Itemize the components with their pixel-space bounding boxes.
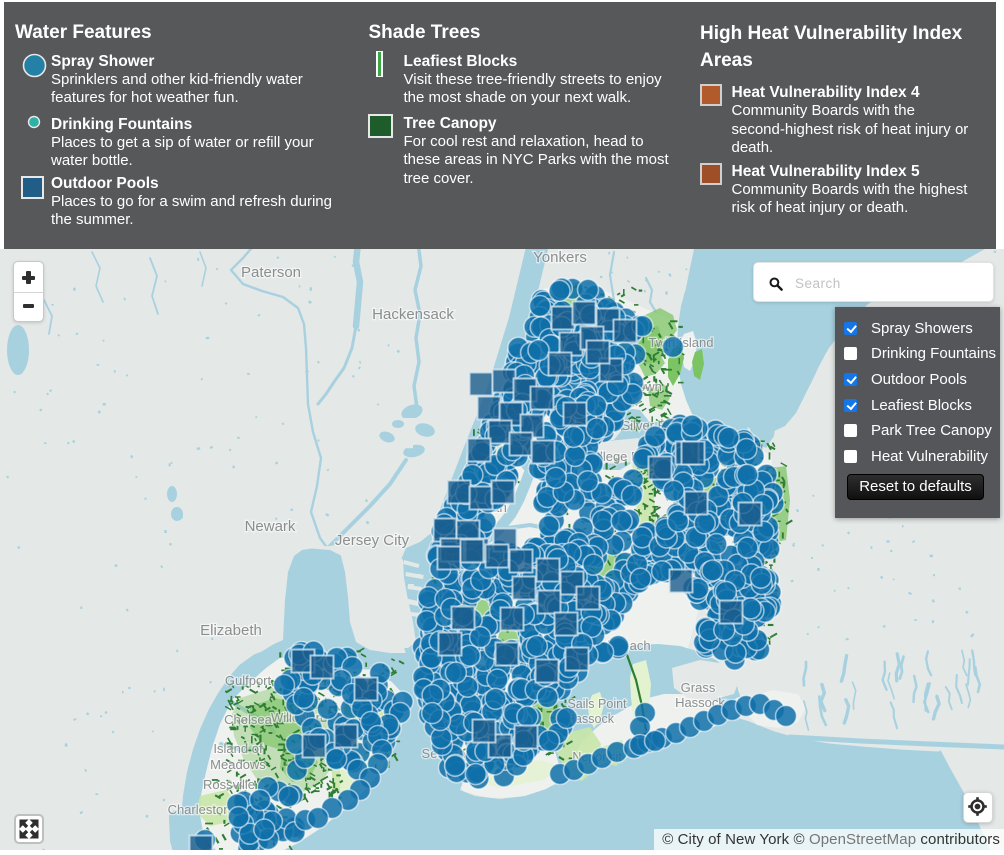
svg-text:Yonkers: Yonkers bbox=[533, 249, 587, 266]
svg-text:Meadows: Meadows bbox=[210, 757, 266, 772]
svg-text:Jersey City: Jersey City bbox=[335, 532, 410, 549]
svg-text:Rossville: Rossville bbox=[203, 777, 255, 792]
svg-text:Chelsea: Chelsea bbox=[224, 712, 272, 727]
svg-text:Grass: Grass bbox=[681, 680, 716, 695]
svg-text:Hackensack: Hackensack bbox=[372, 306, 454, 323]
svg-text:Paterson: Paterson bbox=[241, 264, 301, 281]
svg-text:Newark: Newark bbox=[245, 518, 296, 535]
svg-text:Gulfport: Gulfport bbox=[225, 673, 272, 688]
svg-text:Elizabeth: Elizabeth bbox=[200, 622, 262, 639]
svg-text:Sails Point: Sails Point bbox=[567, 697, 627, 711]
svg-text:Charleston: Charleston bbox=[168, 802, 231, 817]
svg-text:Island of: Island of bbox=[213, 741, 263, 756]
